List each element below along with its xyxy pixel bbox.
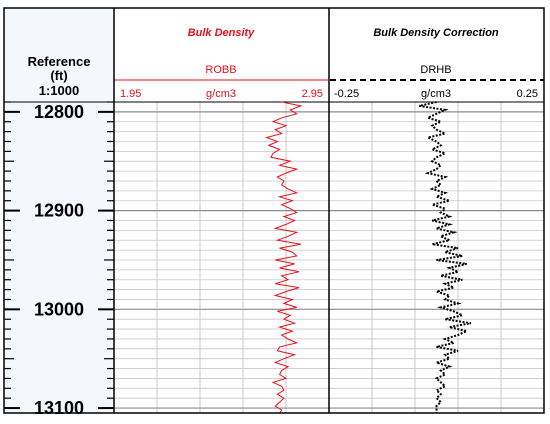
robb-curve xyxy=(264,101,303,414)
drhb-curve xyxy=(419,101,472,413)
robb-mnemonic: ROBB xyxy=(205,64,236,76)
depth-label: 12900 xyxy=(34,201,84,221)
drhb-max-label: 0.25 xyxy=(517,88,538,100)
drhb-track-title: Bulk Density Correction xyxy=(373,27,499,39)
depth-track-background xyxy=(4,8,114,413)
drhb-mnemonic: DRHB xyxy=(420,64,451,76)
drhb-min-label: -0.25 xyxy=(334,88,359,100)
drhb-unit-label: g/cm3 xyxy=(421,88,451,100)
robb-max-label: 2.95 xyxy=(302,88,323,100)
outer-frame xyxy=(3,7,545,414)
robb-min-label: 1.95 xyxy=(120,88,141,100)
robb-unit-label: g/cm3 xyxy=(206,88,236,100)
depth-track-scale: 1:1000 xyxy=(39,83,79,98)
depth-label: 13000 xyxy=(34,299,84,319)
depth-track-unit: (ft) xyxy=(50,68,67,83)
depth-label: 12800 xyxy=(34,102,84,122)
robb-track-title: Bulk Density xyxy=(188,27,256,39)
depth-label: 13100 xyxy=(34,398,84,418)
depth-track-title: Reference xyxy=(28,54,91,69)
